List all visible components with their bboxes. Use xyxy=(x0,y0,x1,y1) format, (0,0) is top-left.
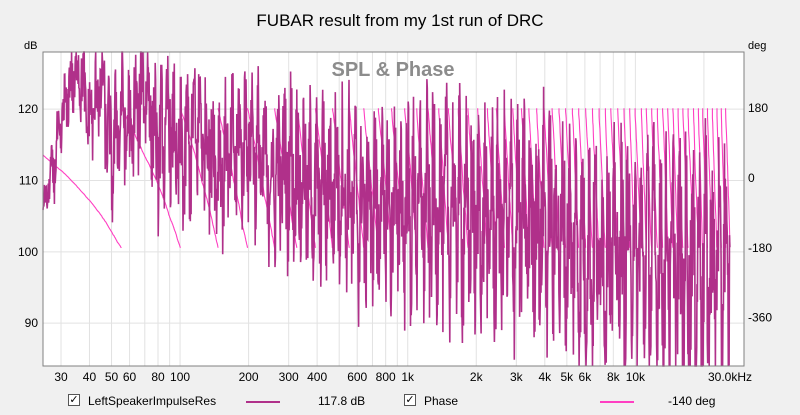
spl-series-swatch xyxy=(246,401,280,403)
right-axis-unit: deg xyxy=(748,40,766,52)
x-tick-label: 50 xyxy=(105,370,119,384)
spl-phase-chart: FUBAR result from my 1st run of DRC dB d… xyxy=(18,11,772,384)
right-tick-label: 180 xyxy=(748,101,768,115)
x-tick-label: 40 xyxy=(83,370,97,384)
phase-series-checkbox[interactable]: ✓ xyxy=(404,394,416,406)
x-tick-label: 400 xyxy=(307,370,327,384)
phase-series-swatch xyxy=(600,401,634,403)
phase-series-label: Phase xyxy=(424,394,459,408)
x-tick-label: 5k xyxy=(561,370,575,384)
x-tick-label: 3k xyxy=(510,370,524,384)
left-tick-label: 110 xyxy=(19,173,38,187)
right-tick-label: 0 xyxy=(748,171,755,185)
spl-series-checkbox[interactable]: ✓ xyxy=(68,394,80,406)
x-tick-label: 4k xyxy=(538,370,552,384)
right-tick-label: -180 xyxy=(748,241,772,255)
right-tick-label: -360 xyxy=(748,311,772,325)
phase-cursor-value: -140 deg xyxy=(668,394,716,408)
chart-title: FUBAR result from my 1st run of DRC xyxy=(256,11,543,30)
plot-frame xyxy=(42,51,745,367)
phase-segment xyxy=(504,108,514,248)
legend: ✓ LeftSpeakerImpulseRes 117.8 dB ✓ Phase… xyxy=(0,392,800,412)
left-tick-label: 90 xyxy=(25,316,39,330)
left-tick-label: 100 xyxy=(18,245,38,259)
x-tick-label: 30 xyxy=(54,370,68,384)
phase-segment xyxy=(640,108,647,248)
spl-series-label: LeftSpeakerImpulseRes xyxy=(88,394,217,408)
axis-ticks: 30 40 50 60 80 100 200 300 400 600 800 1k 2k 3k 4k 5k 6k… xyxy=(18,101,772,384)
spl-trace xyxy=(42,51,731,367)
chart-watermark: SPL & Phase xyxy=(331,59,454,81)
x-tick-label: 600 xyxy=(347,370,367,384)
x-tick-label: 2k xyxy=(470,370,484,384)
x-tick-label: 200 xyxy=(239,370,259,384)
x-tick-label: 6k xyxy=(579,370,593,384)
x-tick-label: 30.0kHz xyxy=(708,370,752,384)
x-tick-label: 60 xyxy=(123,370,137,384)
phase-segment xyxy=(711,108,718,248)
x-tick-label: 8k xyxy=(607,370,621,384)
phase-segment xyxy=(416,108,429,248)
x-tick-label: 300 xyxy=(279,370,299,384)
spl-line xyxy=(42,51,731,367)
phase-segment xyxy=(377,108,393,249)
x-tick-label: 10k xyxy=(626,370,646,384)
left-tick-label: 120 xyxy=(18,102,38,116)
x-tick-label: 100 xyxy=(170,370,190,384)
x-tick-label: 1k xyxy=(401,370,415,384)
x-tick-label: 80 xyxy=(151,370,165,384)
x-tick-label: 800 xyxy=(376,370,396,384)
spl-cursor-value: 117.8 dB xyxy=(318,394,366,408)
left-axis-unit: dB xyxy=(24,40,37,52)
phase-segment xyxy=(725,108,731,245)
